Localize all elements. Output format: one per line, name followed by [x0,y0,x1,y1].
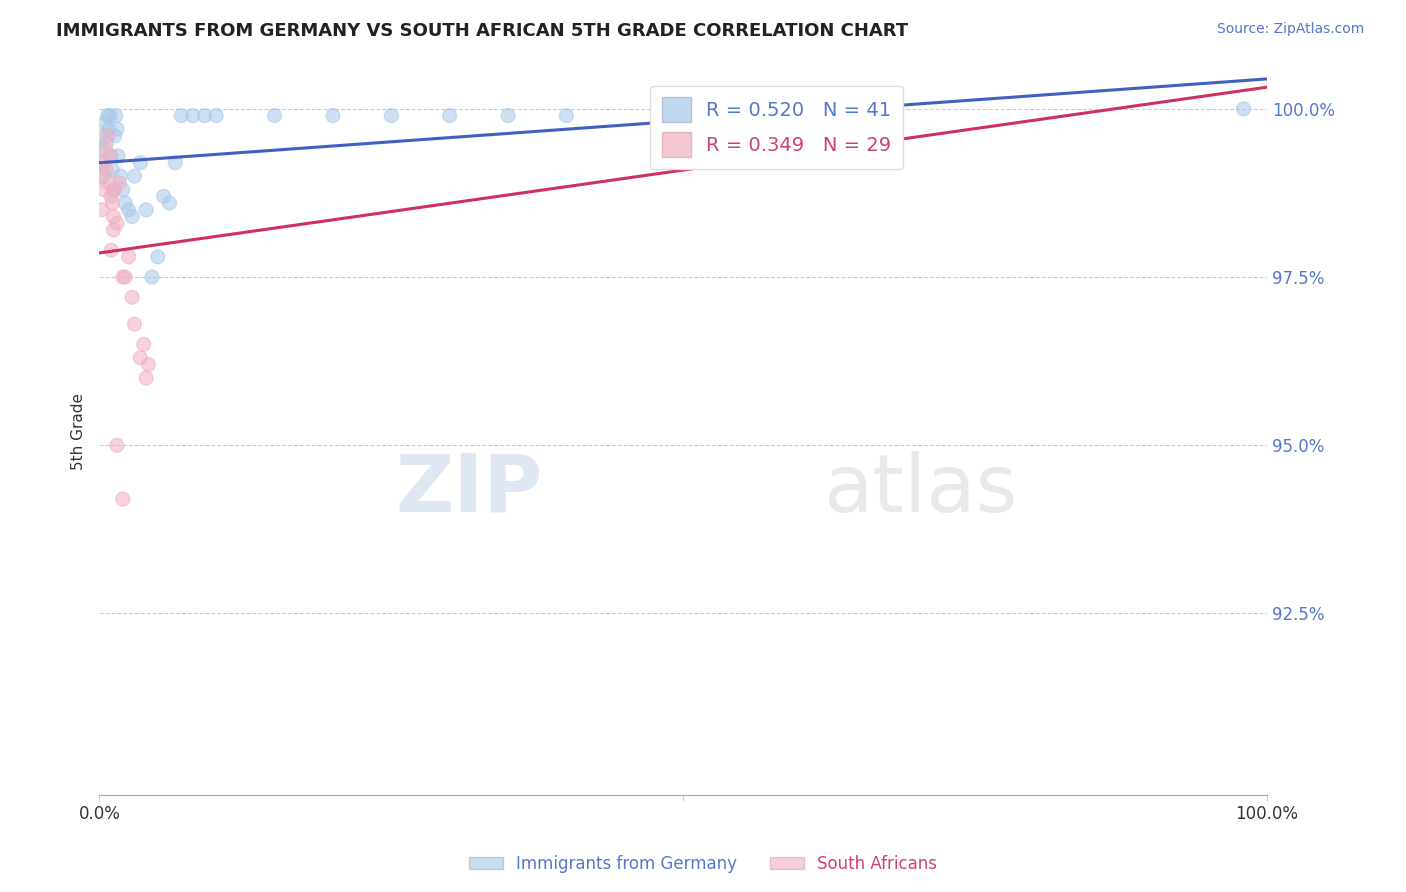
Point [104,128,127,143]
Point [135,202,157,217]
Point [103,223,125,237]
Point [97,122,120,136]
Point [94,142,117,156]
Point [97,176,120,190]
Point [159,196,181,211]
Point [100,149,122,163]
Point [90,169,112,183]
Point [146,250,169,264]
Point [108,176,131,190]
Point [90,202,112,217]
Point [105,438,128,452]
Point [104,183,127,197]
Point [90,128,112,143]
Point [96,136,118,150]
Point [111,270,134,285]
Point [129,351,152,365]
Point [93,183,115,197]
Point [91,155,114,169]
Point [496,109,519,123]
Point [121,210,143,224]
Point [103,210,125,224]
Text: Source: ZipAtlas.com: Source: ZipAtlas.com [1216,22,1364,37]
Point [97,109,120,123]
Point [101,162,124,177]
Text: atlas: atlas [824,451,1018,529]
Point [117,250,139,264]
Text: ZIP: ZIP [396,451,543,529]
Point [135,371,157,385]
Point [111,183,134,197]
Legend: Immigrants from Germany, South Africans: Immigrants from Germany, South Africans [463,848,943,880]
Point [105,122,128,136]
Point [91,155,114,169]
Point [789,109,811,123]
Point [111,491,134,506]
Point [97,128,120,143]
Point [104,109,127,123]
Point [98,149,121,163]
Point [439,109,461,123]
Point [114,196,136,211]
Point [152,189,174,203]
Point [107,149,129,163]
Point [170,109,193,123]
Point [789,109,811,123]
Point [1232,102,1254,116]
Point [322,109,344,123]
Point [263,109,285,123]
Point [110,169,132,183]
Point [555,109,578,123]
Point [121,290,143,304]
Point [100,243,122,257]
Point [138,358,160,372]
Point [181,109,204,123]
Point [114,270,136,285]
Point [117,202,139,217]
Text: IMMIGRANTS FROM GERMANY VS SOUTH AFRICAN 5TH GRADE CORRELATION CHART: IMMIGRANTS FROM GERMANY VS SOUTH AFRICAN… [56,22,908,40]
Point [94,115,117,129]
Point [96,162,118,177]
Point [101,196,124,211]
Point [205,109,228,123]
Point [129,155,152,169]
Point [100,189,122,203]
Point [165,155,187,169]
Point [105,216,128,230]
Point [93,169,115,183]
Point [380,109,402,123]
Point [103,183,125,197]
Point [132,337,155,351]
Point [193,109,215,123]
Point [98,109,121,123]
Point [90,142,112,156]
Y-axis label: 5th Grade: 5th Grade [72,393,86,470]
Point [124,317,146,331]
Point [124,169,146,183]
Point [141,270,163,285]
Legend: R = 0.520   N = 41, R = 0.349   N = 29: R = 0.520 N = 41, R = 0.349 N = 29 [650,86,903,169]
